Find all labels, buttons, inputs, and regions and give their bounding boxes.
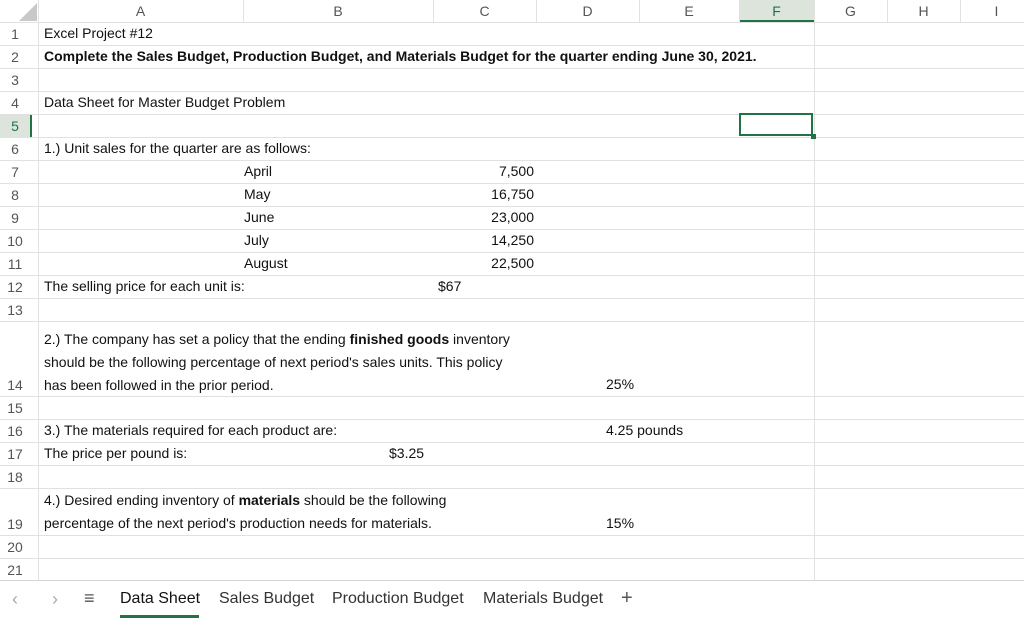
row-header-10[interactable]: 10 (7, 233, 23, 249)
row-header-8[interactable]: 8 (11, 187, 19, 203)
cell-d16[interactable]: 4.25 pounds (606, 422, 684, 438)
cell-a17[interactable]: The price per pound is: (44, 445, 188, 461)
row-header-2[interactable]: 2 (11, 49, 19, 65)
cell-c7[interactable]: 7,500 (498, 163, 534, 179)
row-header-6[interactable]: 6 (11, 141, 19, 157)
column-header-b[interactable]: B (333, 3, 343, 19)
row-header-19[interactable]: 19 (7, 516, 23, 532)
row-header-21[interactable]: 21 (7, 562, 23, 578)
row-header-12[interactable]: 12 (7, 279, 23, 295)
row-header-20[interactable]: 20 (7, 539, 23, 555)
cell-c8[interactable]: 16,750 (491, 186, 534, 202)
row-header-18[interactable]: 18 (7, 469, 23, 485)
hamburger-menu-icon[interactable]: ≡ (84, 588, 95, 608)
row-header-11[interactable]: 11 (7, 256, 23, 272)
active-tab-indicator (120, 615, 199, 618)
cell-a2[interactable]: Complete the Sales Budget, Production Bu… (44, 48, 757, 64)
cell-b17[interactable]: $3.25 (389, 445, 425, 461)
row-header-9[interactable]: 9 (11, 210, 19, 226)
row-header-13[interactable]: 13 (7, 302, 23, 318)
add-sheet-button[interactable]: + (621, 587, 633, 609)
cell-a19[interactable]: 4.) Desired ending inventory of material… (44, 492, 447, 531)
row-header-4[interactable]: 4 (11, 95, 19, 111)
cell-c11[interactable]: 22,500 (491, 255, 534, 271)
cell-c9[interactable]: 23,000 (491, 209, 534, 225)
row-header-14[interactable]: 14 (7, 377, 23, 393)
tab-data-sheet[interactable]: Data Sheet (120, 590, 201, 607)
cell-d14[interactable]: 25% (606, 376, 635, 392)
tab-production-budget[interactable]: Production Budget (332, 590, 464, 607)
cell-d19[interactable]: 15% (606, 515, 635, 531)
chevron-right-icon[interactable]: › (52, 589, 58, 609)
cell-b11[interactable]: August (244, 255, 288, 271)
tab-materials-budget[interactable]: Materials Budget (483, 590, 604, 607)
cell-a16[interactable]: 3.) The materials required for each prod… (44, 422, 338, 438)
row-header-7[interactable]: 7 (11, 164, 19, 180)
cell-b7[interactable]: April (244, 163, 273, 179)
cell-a14[interactable]: 2.) The company has set a policy that th… (44, 331, 510, 393)
column-header-h[interactable]: H (918, 3, 929, 19)
spreadsheet-grid[interactable]: A B C D E F G H I 1 2 3 4 5 6 7 8 9 10 1… (0, 0, 1024, 580)
cell-b10[interactable]: July (244, 232, 269, 248)
cell-a12[interactable]: The selling price for each unit is: (44, 278, 245, 294)
row-header-1[interactable]: 1 (11, 26, 19, 42)
cell-c10[interactable]: 14,250 (491, 232, 534, 248)
cell-b8[interactable]: May (244, 186, 271, 202)
fill-handle[interactable] (811, 134, 816, 139)
row-header-17[interactable]: 17 (7, 446, 23, 462)
column-header-a[interactable]: A (135, 3, 146, 19)
sheet-tab-bar: ‹ › ≡ Data Sheet Sales Budget Production… (0, 580, 1024, 624)
row-header-3[interactable]: 3 (11, 72, 19, 88)
cell-a4[interactable]: Data Sheet for Master Budget Problem (44, 94, 286, 110)
cell-b9[interactable]: June (244, 209, 275, 225)
column-header-c[interactable]: C (479, 3, 490, 19)
cell-c12[interactable]: $67 (438, 278, 462, 294)
tab-sales-budget[interactable]: Sales Budget (219, 590, 315, 607)
row-header-15[interactable]: 15 (7, 400, 23, 416)
row-header-16[interactable]: 16 (7, 423, 23, 439)
cell-a1[interactable]: Excel Project #12 (44, 25, 153, 41)
column-header-d[interactable]: D (582, 3, 593, 19)
selected-cell-f5[interactable] (739, 113, 813, 136)
column-header-i[interactable]: I (994, 3, 999, 19)
column-header-f[interactable]: F (739, 0, 814, 22)
chevron-left-icon[interactable]: ‹ (12, 589, 18, 609)
select-all-corner[interactable] (0, 0, 38, 22)
row-header-5[interactable]: 5 (0, 115, 32, 137)
column-header-g[interactable]: G (845, 3, 856, 19)
cell-a6[interactable]: 1.) Unit sales for the quarter are as fo… (44, 140, 311, 156)
column-header-e[interactable]: E (684, 3, 694, 19)
